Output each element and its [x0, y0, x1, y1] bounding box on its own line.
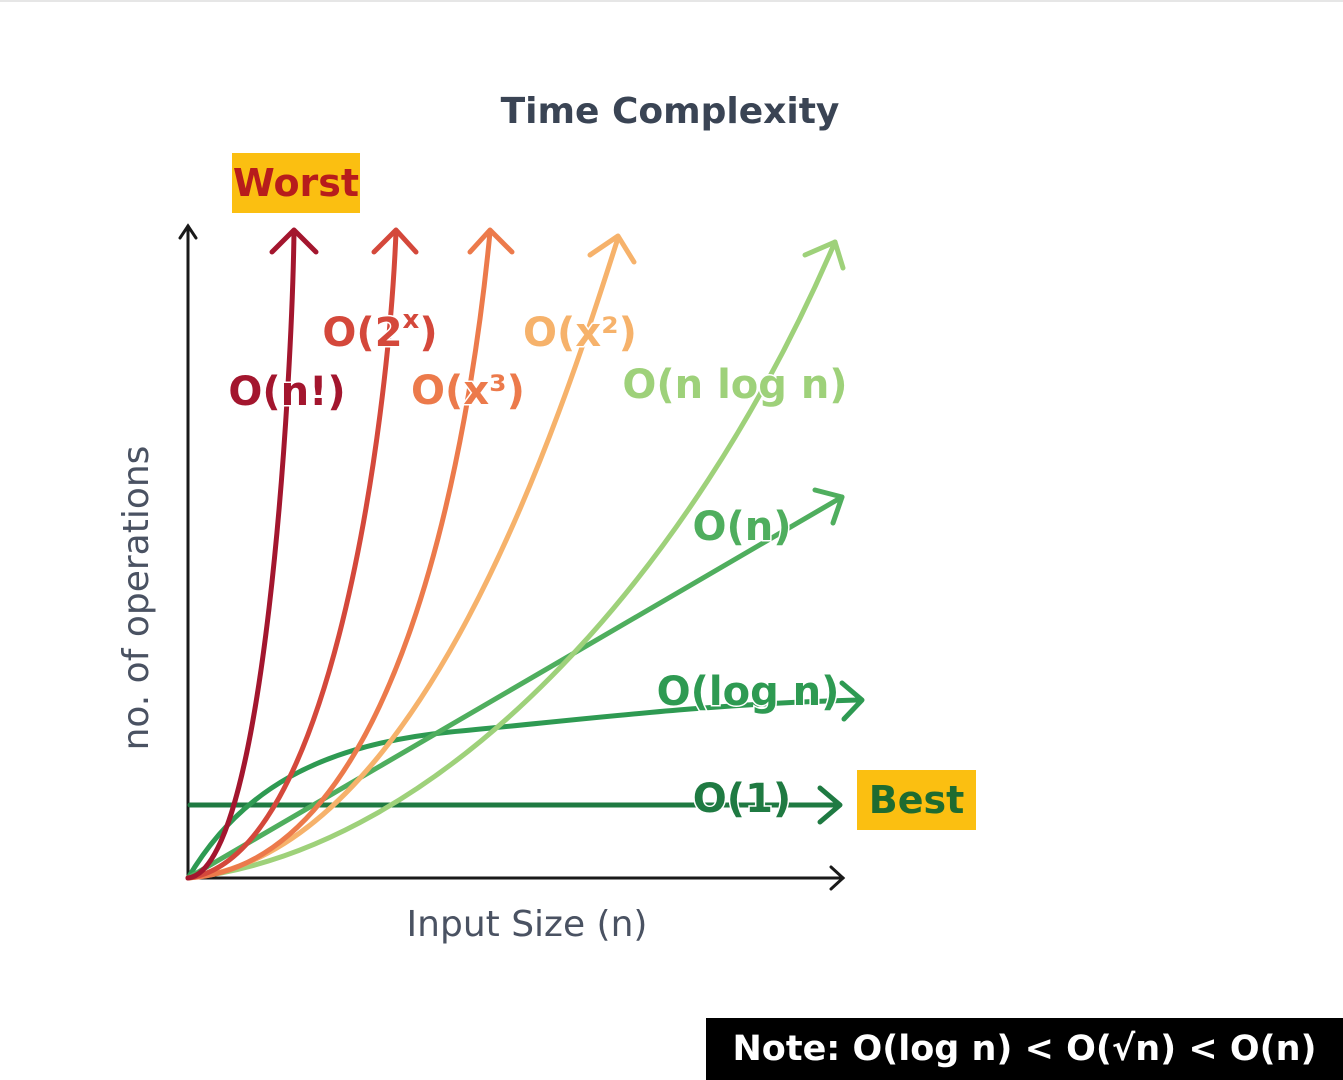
- curve-o-log-n: [185, 697, 861, 881]
- curve-labels-group: O(1) O(log n) O(n) O(n log n) O(x²) O(x³) O(2x…: [227, 304, 849, 824]
- label-o-2-x: O(2x): [322, 305, 437, 356]
- label-o-1: O(1): [693, 776, 791, 822]
- label-o-x: O(x²): [523, 310, 637, 356]
- x-axis: [186, 865, 846, 891]
- y-axis-label: no. of operations: [116, 446, 157, 751]
- y-axis: [178, 223, 198, 880]
- best-badge: Best: [857, 770, 976, 830]
- arrowhead-o-n-log-n: [802, 239, 846, 271]
- arrowhead-o-1: [817, 785, 843, 825]
- note-banner: Note: O(log n) < O(√n) < O(n): [706, 1018, 1343, 1080]
- label-o-n-log-n: O(n log n): [622, 362, 847, 408]
- curve-o-n-log-n: [185, 239, 838, 881]
- curve-o-n: [185, 494, 845, 881]
- label-o-log-n: O(log n): [657, 669, 840, 715]
- arrowhead-o-x: [467, 227, 515, 255]
- label-o-n: O(n!): [228, 369, 345, 415]
- label-o-n: O(n): [692, 504, 791, 550]
- complexity-chart: Time Complexity Input Size (n) no. of op…: [116, 91, 865, 945]
- x-axis-label: Input Size (n): [407, 904, 648, 945]
- label-o-x: O(x³): [411, 368, 525, 414]
- arrowhead-o-n: [269, 227, 319, 255]
- arrowhead-o-log-n: [839, 680, 865, 722]
- chart-title: Time Complexity: [501, 91, 840, 132]
- top-border: [0, 0, 1343, 2]
- worst-badge: Worst: [232, 153, 360, 213]
- curve-o-x: [185, 229, 493, 881]
- curves-group: [185, 227, 865, 881]
- arrowhead-o-n: [812, 487, 845, 526]
- curve-o-n: [185, 229, 297, 881]
- curve-o-x: [185, 235, 621, 881]
- arrowhead-o-x: [587, 233, 637, 265]
- curve-o-2-x: [185, 229, 399, 881]
- arrowhead-o-2-x: [371, 227, 419, 255]
